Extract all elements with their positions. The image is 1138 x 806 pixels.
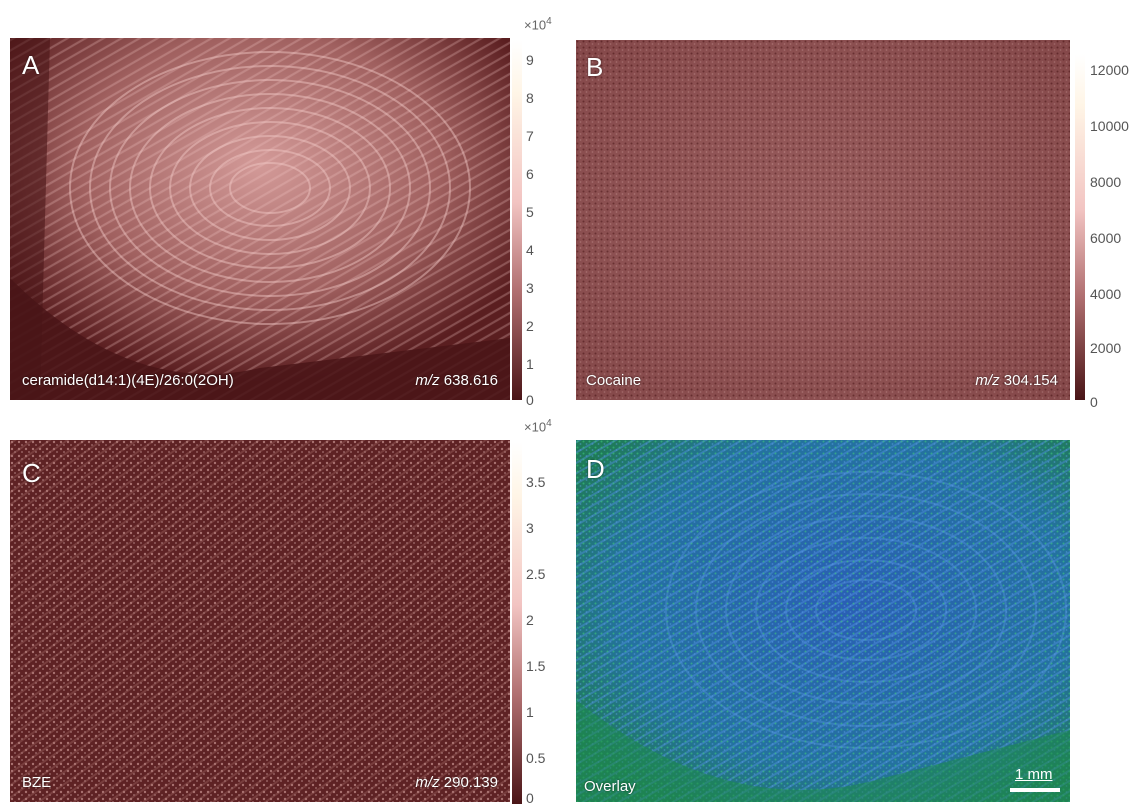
colorbar-a-tick: 8 (526, 90, 534, 106)
colorbar-b-tick: 8000 (1090, 174, 1122, 190)
panel-b-texture (576, 40, 1070, 400)
colorbar-c-multiplier-base: ×10 (524, 419, 547, 435)
colorbar-c-tick: 3 (526, 520, 534, 536)
panel-c-caption: BZE (22, 774, 52, 791)
colorbar-a-tick: 9 (526, 52, 534, 68)
panel-b-caption: Cocaine (586, 372, 642, 389)
colorbar-c-multiplier: ×104 (524, 418, 552, 434)
panel-d-image: D Overlay 1 mm (576, 440, 1070, 802)
panel-b-mz: m/z 304.154 (975, 372, 1058, 389)
panel-c-label: C (22, 458, 41, 488)
colorbar-a-tick: 6 (526, 166, 534, 182)
colorbar-b-tick: 2000 (1090, 340, 1122, 356)
panel-c-mz-value: 290.139 (443, 774, 498, 791)
panel-b-label: B (586, 52, 604, 82)
colorbar-c-tick: 0.5 (526, 750, 546, 766)
scale-bar (1010, 788, 1060, 792)
colorbar-a-tick: 7 (526, 128, 534, 144)
colorbar-c-tick: 1.5 (526, 658, 546, 674)
panel-c-mz: m/z 290.139 (415, 774, 498, 791)
colorbar-c-tick: 2 (526, 612, 534, 628)
panel-c-texture (10, 440, 510, 802)
colorbar-b-tick: 6000 (1090, 230, 1122, 246)
panel-d-label: D (586, 454, 605, 484)
colorbar-a-tick: 2 (526, 318, 534, 334)
scale-bar-label: 1 mm (1015, 766, 1053, 783)
colorbar-b-tick: 12000 (1090, 62, 1129, 78)
panel-d-overlay-texture (576, 440, 1070, 802)
colorbar-c-tick: 0 (526, 790, 534, 806)
colorbar-c-tick: 3.5 (526, 474, 546, 490)
colorbar-c-tick: 2.5 (526, 566, 546, 582)
panel-b-image: B Cocaine m/z 304.154 (576, 40, 1070, 400)
panel-a-caption: ceramide(d14:1)(4E)/26:0(2OH) (22, 372, 234, 389)
colorbar-a-tick: 3 (526, 280, 534, 296)
panel-a-mz: m/z 638.616 (415, 372, 498, 389)
colorbar-a-tick: 4 (526, 242, 534, 258)
panel-a-fingerprint-texture (10, 38, 510, 400)
colorbar-b-tick: 0 (1090, 394, 1098, 410)
colorbar-a-tick: 1 (526, 356, 534, 372)
colorbar-a-tick: 5 (526, 204, 534, 220)
panel-a-mz-value: 638.616 (443, 372, 498, 389)
panel-d-caption: Overlay (584, 778, 636, 795)
colorbar-b-tick: 10000 (1090, 118, 1129, 134)
colorbar-c-multiplier-exponent: 4 (546, 418, 552, 429)
panel-c-image: C BZE m/z 290.139 (10, 440, 510, 802)
panel-c-mz-prefix: m/z (415, 774, 440, 791)
colorbar-a-multiplier: ×104 (524, 16, 552, 32)
colorbar-b-tick: 4000 (1090, 286, 1122, 302)
colorbar-b (1075, 54, 1085, 400)
panel-a-image: A ceramide(d14:1)(4E)/26:0(2OH) m/z 638.… (10, 38, 510, 400)
colorbar-a-tick: 0 (526, 392, 534, 408)
panel-a-label: A (22, 50, 40, 80)
colorbar-c-tick: 1 (526, 704, 534, 720)
colorbar-a (512, 40, 522, 400)
panel-a-mz-prefix: m/z (415, 372, 440, 389)
panel-b-mz-prefix: m/z (975, 372, 1000, 389)
colorbar-a-multiplier-exponent: 4 (546, 16, 552, 27)
panel-b-mz-value: 304.154 (1003, 372, 1058, 389)
colorbar-c (512, 442, 522, 804)
colorbar-a-multiplier-base: ×10 (524, 17, 547, 33)
